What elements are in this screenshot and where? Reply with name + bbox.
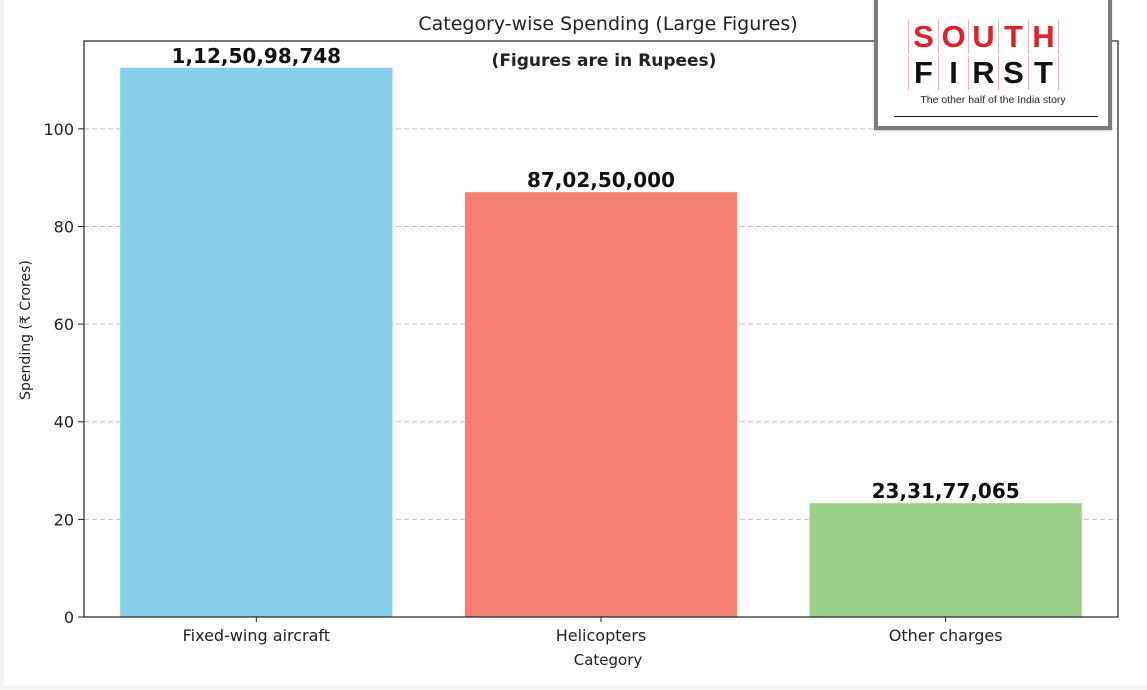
logo-word-first: F I R S T (908, 56, 1059, 90)
y-tick-label: 60 (54, 315, 74, 334)
logo-letter: S (908, 20, 938, 54)
x-tick-label: Fixed-wing aircraft (183, 626, 330, 645)
data-label: 23,31,77,065 (872, 479, 1020, 503)
bar (809, 503, 1082, 617)
chart-canvas: 0 20 40 60 80 100 Fixed-wing aircraft Helicopt… (4, 0, 1147, 686)
data-label: 87,02,50,000 (527, 168, 675, 192)
y-tick-label: 80 (54, 217, 74, 236)
y-axis-ticks: 0 20 40 60 80 100 (43, 120, 84, 627)
x-axis-label: Category (574, 651, 643, 669)
logo-letter: I (938, 56, 968, 90)
y-tick-label: 20 (54, 510, 74, 529)
y-tick-label: 0 (64, 608, 74, 627)
x-tick-label: Other charges (889, 626, 1003, 645)
logo-letter: T (1028, 56, 1059, 90)
data-label: 1,12,50,98,748 (172, 44, 342, 68)
south-first-logo: S O U T H F I R S T The other half of th… (874, 0, 1112, 130)
y-tick-label: 40 (54, 413, 74, 432)
bar (464, 192, 738, 617)
logo-letter: U (968, 20, 998, 54)
logo-letter: O (938, 20, 968, 54)
logo-tagline: The other half of the India story (920, 94, 1066, 106)
data-labels: 1,12,50,98,748 87,02,50,000 23,31,77,065 (172, 44, 1020, 503)
x-tick-label: Helicopters (556, 626, 647, 645)
logo-letter: H (1028, 20, 1059, 54)
x-axis-ticks: Fixed-wing aircraft Helicopters Other char… (183, 617, 1003, 645)
bar-chart: 0 20 40 60 80 100 Fixed-wing aircraft Helicopt… (18, 13, 1119, 669)
y-axis-label: Spending (₹ Crores) (18, 260, 34, 400)
logo-underline (894, 116, 1098, 117)
bars (120, 67, 1082, 617)
logo-letter: S (998, 56, 1028, 90)
logo-letter: F (908, 56, 938, 90)
logo-word-south: S O U T H (908, 20, 1059, 54)
y-tick-label: 100 (43, 120, 74, 139)
logo-letter: R (968, 56, 998, 90)
chart-title: Category-wise Spending (Large Figures) (418, 13, 797, 35)
chart-subtitle: (Figures are in Rupees) (492, 51, 717, 71)
bar (120, 67, 393, 617)
logo-letter: T (998, 20, 1028, 54)
